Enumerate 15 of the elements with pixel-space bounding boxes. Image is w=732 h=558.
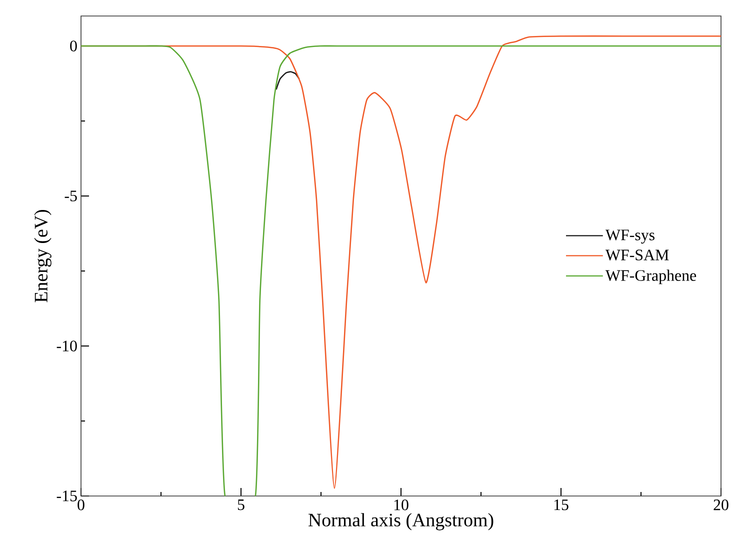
x-tick-label: 15 — [554, 500, 568, 510]
x-tick-label: 5 — [238, 500, 244, 510]
x-tick-label: 10 — [394, 500, 408, 510]
y-tick-label: -5 — [64, 190, 77, 202]
y-tick-label: -10 — [56, 340, 77, 352]
legend-label: WF-sys — [605, 230, 654, 244]
x-tick-label: 20 — [714, 500, 728, 510]
y-tick-label: 0 — [70, 40, 77, 52]
x-axis-title: Normal axis (Angstrom) — [308, 513, 494, 530]
legend-label: WF-Graphene — [605, 270, 696, 284]
legend-label: WF-SAM — [605, 250, 669, 260]
x-tick-label: 0 — [78, 500, 84, 510]
line-series — [276, 71, 300, 90]
y-tick-label: -15 — [56, 490, 77, 502]
y-axis-title: Energy (eV) — [34, 210, 52, 302]
